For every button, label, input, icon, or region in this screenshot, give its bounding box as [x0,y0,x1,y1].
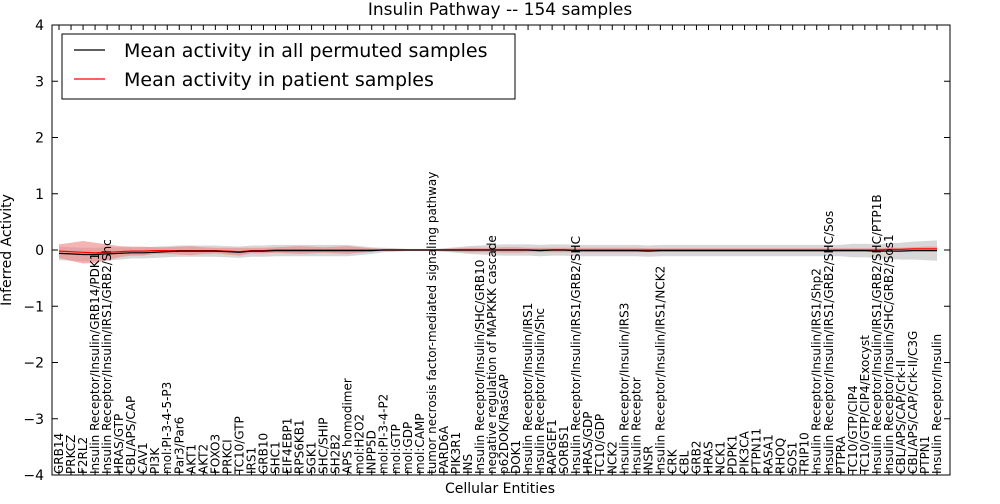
x-tick-label: negative regulation of MAPKKK cascade [485,235,499,474]
confidence-bands [59,240,937,264]
x-tick-label: PRKCI [220,439,234,474]
x-tick-label: CBL/APS/CAP/Crk-II [894,360,908,474]
y-tick-label: −2 [23,356,44,372]
x-tick-label: PI3K [148,447,162,474]
x-tick-label: INS [461,454,475,474]
x-tick-label: mol:H2O2 [353,414,367,474]
y-tick-label: 2 [35,131,44,147]
y-tick-label: −4 [23,468,44,484]
x-tick-label: CBL [677,450,691,474]
x-tick-label: SHC1 [269,441,283,474]
x-tick-label: TC10/GTP/CIP4 [846,385,860,475]
y-tick-labels: −4 −3 −2 −1 0 1 2 3 4 [23,18,44,484]
x-tick-label: TC10/GTP/CIP4/Exocyst [858,335,872,475]
x-tick-label: Insulin Receptor [629,377,643,474]
x-tick-label: Insulin Receptor/Insulin/IRS1/NCK2 [653,266,667,474]
x-tick-label: Insulin Receptor/Insulin/GRB14/PDK1 [88,253,102,474]
y-tick-label: 0 [35,243,44,259]
x-tick-label: mol:PI-3-4-P2 [377,394,391,474]
legend-label-permuted: Mean activity in all permuted samples [124,40,487,62]
x-tick-label: HRAS/GDP [581,411,595,474]
x-tick-label: mol:GTP [389,424,403,474]
x-tick-label: PARD6A [437,425,451,474]
x-tick-label: Insulin Receptor/Insulin/SHC/GRB10 [473,260,487,474]
x-tick-label: p62DOK/RasGAP [497,374,511,474]
legend: Mean activity in all permuted samples Me… [61,33,516,100]
x-axis-label: Cellular Entities [445,481,555,497]
series-lines [58,248,937,256]
x-tick-label: AKT1 [184,444,198,474]
x-tick-label: GRB14 [52,433,66,474]
y-tick-label: 1 [35,187,44,203]
x-tick-label: AKT2 [196,444,210,474]
x-tick-label: FOXO3 [208,434,222,474]
band-patient [59,241,937,264]
x-tick-label: RPS6KB1 [293,419,307,474]
x-tick-label: HRAS/GTP [112,414,126,474]
x-tick-label: Insulin Receptor/Insulin/Shc [533,308,547,474]
axes [51,24,951,476]
x-tick-label: APS homodimer [341,378,355,474]
x-tick-label: PIK3R1 [449,432,463,474]
x-tick-label: HRAS [702,441,716,474]
x-tick-label: PTPN11 [750,428,764,474]
x-tick-label: PRKCZ [64,435,78,474]
x-tick-label: Insulin Receptor/Insulin/IRS1 [521,303,535,474]
x-tick-label: Insulin Receptor/Insulin/SHC/GRB2/Sos1 [882,234,896,474]
x-tick-label: Insulin Receptor/Insulin/IRS1/GRB2/SHC/S… [822,211,836,474]
legend-label-patient: Mean activity in patient samples [124,69,434,91]
x-tick-label: Insulin Receptor/Insulin/IRS1/GRB2/Shc [100,239,114,474]
x-tick-label: RHOQ [774,438,788,474]
x-tick-label: Par3/Par6 [172,417,186,474]
x-tick-label: CBL/APS/CAP/Crk-II/C3G [906,331,920,474]
x-tick-label: PTPN1 [918,436,932,474]
y-tick-label: −1 [23,299,44,315]
x-tick-label: RASA1 [762,434,776,474]
x-tick-label: GRB10 [257,433,271,474]
x-tick-label: PIK3CA [738,430,752,474]
line-permuted [58,249,937,256]
x-tick-label: EIF4EBP1 [281,418,295,474]
x-tick-label: TRIP10 [798,432,812,475]
x-tick-label: NCK2 [605,441,619,474]
x-tick-label: mol:GDP [401,422,415,474]
x-tick-label: Insulin Receptor/Insulin/IRS3 [617,303,631,474]
x-tick-label: mol:CAMP [413,413,427,474]
y-axis-label: Inferred Activity [0,194,15,306]
x-tick-label: Insulin Receptor/Insulin/IRS1/Shp2 [810,268,824,474]
y-tick-label: 3 [35,74,44,90]
x-tick-label: TC10/GTP [232,416,246,475]
x-tick-label: SGK1 [305,442,319,474]
x-tick-label: CRK [665,448,679,474]
x-tick-label: SHC/SHIP [317,418,331,474]
y-tick-label: −3 [23,412,44,428]
x-tick-label: GRB2 [690,440,704,474]
x-tick-label: CBL/APS/CAP [124,396,138,474]
x-tick-label: IRS1 [244,447,258,474]
x-tick-label: Insulin Receptor/Insulin [930,334,944,474]
x-tick-label: TC10/GDP [593,414,607,475]
x-tick-label: DOK1 [509,440,523,474]
x-tick-label: tumor necrosis factor-mediated signaling… [425,172,439,474]
x-tick-label: INSR [641,446,655,474]
x-tick-label: SORBS1 [557,425,571,474]
x-tick-label: F2RL2 [76,437,90,474]
chart-title: Insulin Pathway -- 154 samples [368,0,633,20]
x-tick-label: INPP5D [365,430,379,474]
x-tick-label: CAV1 [136,442,150,474]
x-tick-label: Insulin Receptor/Insulin/IRS1/GRB2/SHC [569,236,583,474]
x-tick-label: mol:PI-3-4-5-P3 [160,382,174,474]
x-tick-label: PDPK1 [726,435,740,474]
x-tick-label: SOS1 [786,442,800,474]
x-tick-label: Insulin Receptor/Insulin/IRS1/GRB2/SHC/P… [870,194,884,474]
x-tick-label: RAPGEF1 [545,419,559,474]
x-tick-label: NCK1 [714,441,728,474]
x-tick-label: PTPRA [834,435,848,474]
x-tick-label: SH2B2 [329,434,343,474]
y-tick-label: 4 [35,18,44,34]
legend-box [61,33,516,100]
